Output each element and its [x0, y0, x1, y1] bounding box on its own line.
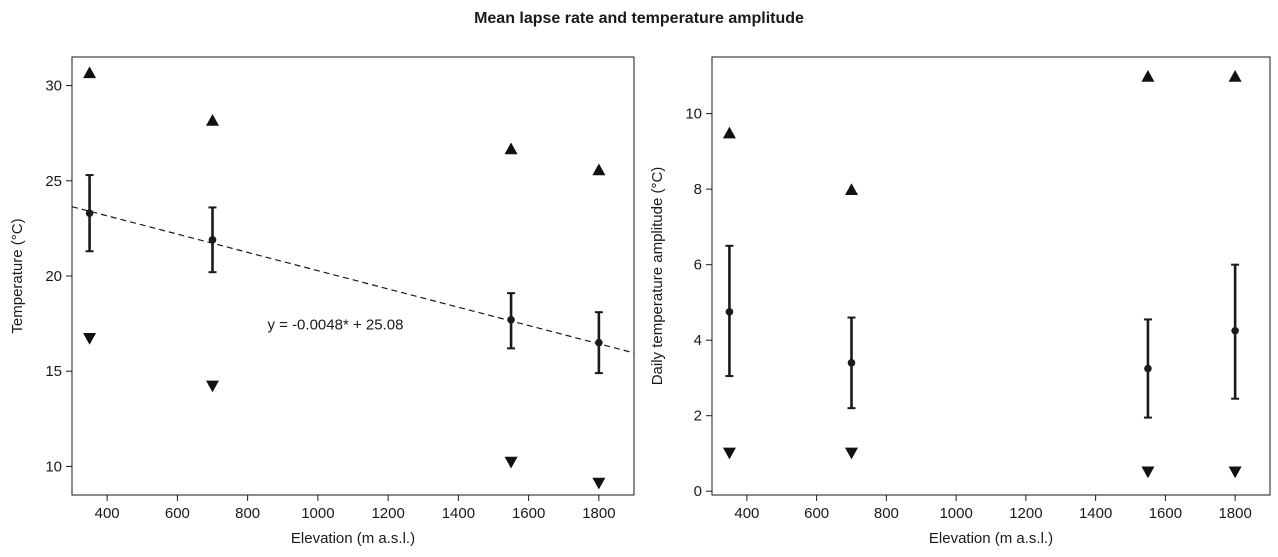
trendline: [72, 206, 634, 354]
temperature-panel: 400 600 800 1000 1200 1400 1600 1800 10 15 20 25 30 E…: [9, 56, 635, 547]
x-tick-label: 600: [165, 505, 190, 522]
y-tick-label: 10: [685, 106, 702, 123]
plot-frame: [711, 56, 1271, 496]
max-marker: [1141, 70, 1155, 82]
regression-equation: y = -0.0048* + 25.08: [267, 316, 403, 333]
x-axis-label: Elevation (m a.s.l.): [929, 530, 1053, 547]
x-tick-label: 1800: [1218, 505, 1251, 522]
min-marker: [1141, 466, 1155, 479]
x-tick-label: 800: [874, 505, 899, 522]
mean-point: [1144, 364, 1152, 373]
max-marker: [504, 142, 518, 155]
x-tick-label: 1600: [512, 505, 545, 522]
x-tick-label: 400: [734, 505, 759, 522]
max-marker: [1228, 70, 1242, 82]
y-tick-label: 10: [45, 458, 62, 475]
mean-point: [1231, 326, 1239, 335]
mean-point: [85, 209, 94, 217]
mean-point: [208, 236, 217, 244]
y-tick-label: 8: [694, 181, 702, 198]
mean-point: [847, 359, 856, 367]
x-tick-label: 800: [235, 505, 260, 522]
min-marker: [206, 380, 219, 393]
min-marker: [1228, 466, 1242, 479]
min-marker: [845, 447, 858, 460]
x-axis-label: Elevation (m a.s.l.): [291, 530, 415, 547]
x-tick-label: 400: [95, 505, 120, 522]
x-tick-label: 1000: [939, 505, 972, 522]
min-marker: [83, 332, 97, 345]
x-tick-label: 1200: [1009, 505, 1042, 522]
x-tick-label: 1400: [442, 505, 475, 522]
max-marker: [206, 113, 219, 126]
min-marker: [592, 477, 606, 490]
mean-point: [595, 338, 603, 347]
x-tick-label: 1000: [301, 505, 334, 522]
x-tick-label: 1800: [582, 505, 615, 522]
min-marker: [722, 447, 736, 460]
max-marker: [592, 163, 606, 176]
max-marker: [845, 183, 858, 196]
y-tick-label: 25: [45, 173, 62, 190]
x-tick-label: 1400: [1079, 505, 1112, 522]
figure-title: Mean lapse rate and temperature amplitud…: [474, 10, 804, 27]
y-tick-label: 30: [45, 78, 62, 95]
y-tick-label: 6: [694, 257, 702, 274]
x-tick-label: 600: [804, 505, 829, 522]
min-marker: [504, 456, 518, 469]
y-axis-label: Daily temperature amplitude (°C): [649, 167, 666, 386]
amplitude-panel: 400 600 800 1000 1200 1400 1600 1800 0 2 4 6 8 10 Elev…: [649, 56, 1271, 547]
x-tick-label: 1600: [1149, 505, 1182, 522]
y-tick-label: 4: [694, 332, 702, 349]
y-tick-label: 0: [694, 483, 702, 500]
max-marker: [83, 66, 97, 79]
y-tick-label: 15: [45, 363, 62, 380]
y-tick-label: 20: [45, 268, 62, 285]
mean-point: [725, 308, 734, 316]
x-tick-label: 1200: [371, 505, 404, 522]
max-marker: [722, 126, 736, 139]
plot-frame: [71, 56, 635, 496]
y-tick-label: 2: [694, 408, 702, 425]
mean-point: [507, 316, 515, 324]
y-axis-label: Temperature (°C): [9, 218, 26, 333]
